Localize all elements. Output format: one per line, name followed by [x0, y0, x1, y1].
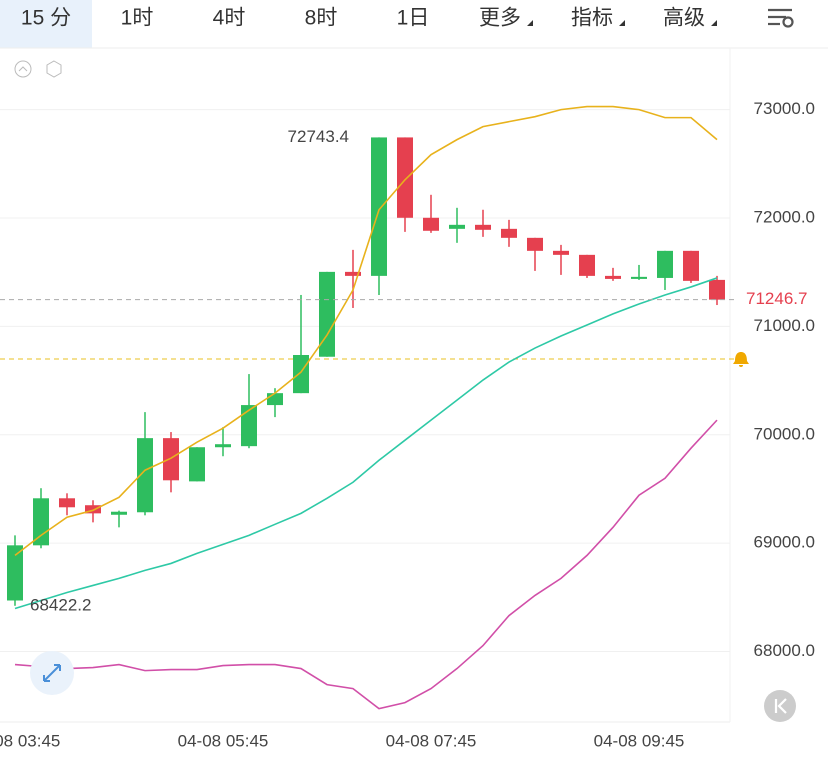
candle-body — [241, 405, 257, 447]
tab[interactable]: 1日 — [397, 7, 430, 30]
candle-body — [553, 250, 569, 255]
y-tick-label: 71000.0 — [754, 316, 815, 335]
candle-body — [657, 250, 673, 278]
candle-body — [7, 545, 23, 601]
candle-body — [215, 444, 231, 448]
candle-body — [163, 438, 179, 481]
settings-hex[interactable] — [46, 60, 62, 78]
x-tick-label: 04-08 09:45 — [594, 731, 685, 750]
candle-body — [111, 511, 127, 515]
settings-icon[interactable] — [768, 8, 794, 28]
y-tick-label: 70000.0 — [754, 424, 815, 443]
candle-body — [423, 217, 439, 231]
candle-body — [683, 250, 699, 281]
tab[interactable]: 更多 — [479, 7, 521, 30]
expand-icon — [43, 664, 61, 682]
y-tick-label: 68000.0 — [754, 641, 815, 660]
y-tick-label: 72000.0 — [754, 207, 815, 226]
alert-bell[interactable] — [733, 352, 749, 367]
collapse-icon[interactable] — [14, 60, 32, 78]
y-tick-label: 73000.0 — [754, 99, 815, 118]
candle-body — [579, 254, 595, 276]
dropdown-arrows — [527, 20, 717, 26]
collapse-arrow — [18, 66, 28, 72]
ma-line — [14, 419, 718, 710]
tab[interactable]: 指标 — [571, 7, 613, 30]
candle-body — [189, 447, 205, 482]
last-price-label: 71246.7 — [746, 289, 807, 308]
x-tick-label: 04-08 03:45 — [0, 731, 60, 750]
candle-body — [85, 505, 101, 514]
candle-body — [371, 137, 387, 276]
candle-body — [501, 228, 517, 238]
tab[interactable]: 8时 — [305, 7, 338, 30]
x-tick-label: 04-08 05:45 — [178, 731, 269, 750]
candle-body — [59, 498, 75, 508]
candle-body — [397, 137, 413, 218]
ma-line — [14, 105, 718, 557]
min-low-label: 68422.2 — [30, 595, 91, 614]
candle-body — [137, 438, 153, 513]
tab-selected-bg — [0, 0, 92, 48]
candle-body — [449, 224, 465, 229]
candle-body — [631, 276, 647, 279]
candle-body — [527, 237, 543, 251]
candle-body — [605, 275, 621, 279]
y-tick-label: 69000.0 — [754, 533, 815, 552]
candle-body — [267, 393, 283, 406]
x-tick-label: 04-08 07:45 — [386, 731, 477, 750]
tab[interactable]: 4时 — [213, 7, 246, 30]
scroll-latest-icon — [774, 698, 787, 714]
ma-line — [14, 277, 718, 610]
candle-body — [709, 279, 725, 300]
tab[interactable]: 1时 — [121, 7, 154, 30]
candle-body — [475, 224, 491, 230]
candle-body — [319, 271, 335, 357]
max-high-label: 72743.4 — [288, 127, 349, 146]
candle-body — [345, 271, 361, 276]
candle-body — [33, 498, 49, 546]
tab[interactable]: 高级 — [663, 7, 705, 30]
candle-body — [293, 355, 309, 394]
tab[interactable]: 15 分 — [21, 7, 71, 30]
